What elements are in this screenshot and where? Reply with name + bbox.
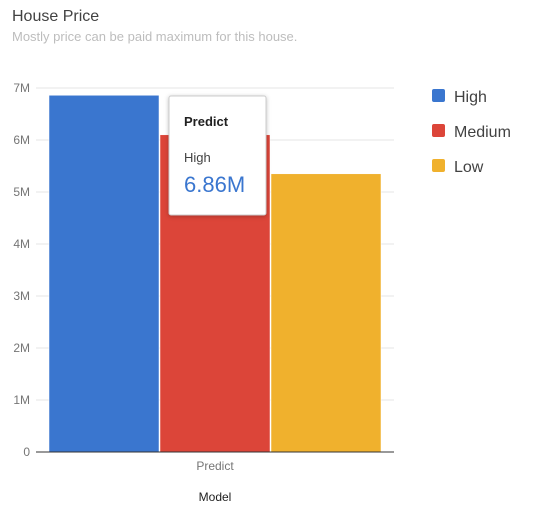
tooltip-series-label: High (184, 150, 211, 165)
y-axis-ticks: 0 1M 2M 3M 4M 5M 6M 7M (13, 81, 30, 459)
legend-label: High (454, 89, 487, 106)
legend-swatch-medium (432, 124, 445, 137)
tooltip-box (168, 95, 267, 216)
legend-label: Low (454, 159, 484, 176)
y-tick-label: 2M (13, 341, 30, 355)
legend-swatch-low (432, 159, 445, 172)
y-tick-label: 6M (13, 133, 30, 147)
x-tick-label: Predict (196, 459, 234, 473)
tooltip-title: Predict (184, 114, 229, 129)
tooltip-value: 6.86M (184, 172, 245, 197)
legend-swatch-high (432, 89, 445, 102)
x-axis-title: Model (199, 490, 232, 504)
tooltip: Predict High 6.86M (168, 95, 267, 216)
chart-subtitle: Mostly price can be paid maximum for thi… (12, 29, 297, 44)
legend-label: Medium (454, 124, 511, 141)
y-tick-label: 3M (13, 289, 30, 303)
y-tick-label: 1M (13, 393, 30, 407)
legend: High Medium Low (432, 89, 511, 176)
chart-title: House Price (12, 8, 99, 25)
y-tick-label: 5M (13, 185, 30, 199)
bar-high[interactable] (48, 95, 160, 453)
bar-low[interactable] (270, 173, 382, 453)
y-tick-label: 7M (13, 81, 30, 95)
y-tick-label: 4M (13, 237, 30, 251)
y-tick-label: 0 (23, 445, 30, 459)
